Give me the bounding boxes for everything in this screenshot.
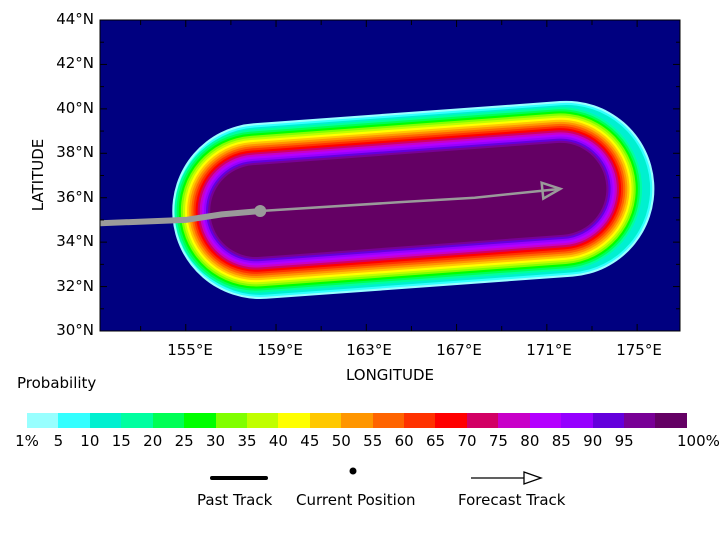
color-scale-segment — [466, 413, 499, 428]
color-scale-segment — [435, 413, 467, 428]
color-scale-segment — [404, 413, 436, 428]
past-track-line — [100, 208, 264, 227]
lat-label-32: 32°N — [56, 277, 94, 295]
scale-label: 10 — [80, 432, 100, 450]
probability-color-scale — [27, 413, 687, 428]
x-axis-title: LONGITUDE — [345, 366, 435, 384]
color-scale-segment — [561, 413, 593, 428]
color-scale-segment — [498, 413, 530, 428]
color-scale-segment — [372, 413, 405, 428]
color-scale-segment — [309, 413, 342, 428]
color-scale-segment — [246, 413, 279, 428]
color-scale-segment — [184, 413, 216, 428]
forecast-track-line — [260, 187, 561, 213]
lat-label-40: 40°N — [56, 99, 94, 117]
current-position-legend-label: Current Position — [296, 491, 416, 509]
current-position-marker — [254, 205, 267, 218]
scale-label: 35 — [237, 432, 257, 450]
storm-tracks — [100, 180, 564, 227]
scale-label: 80 — [520, 432, 540, 450]
scale-label: 90 — [583, 432, 603, 450]
scale-label: 55 — [363, 432, 383, 450]
color-scale-segment — [655, 413, 687, 428]
scale-label: 65 — [426, 432, 446, 450]
color-scale-segment — [89, 413, 122, 428]
color-scale-segment — [278, 413, 310, 428]
color-scale-segment — [529, 413, 562, 428]
probability-map — [99, 19, 681, 332]
color-scale-segment — [27, 413, 59, 428]
scale-label: 40 — [268, 432, 288, 450]
lon-label-175: 175°E — [616, 341, 662, 359]
scale-label: 50 — [331, 432, 351, 450]
scale-label: 85 — [551, 432, 571, 450]
color-scale-segment — [624, 413, 656, 428]
forecast-track-legend-arrow — [523, 471, 543, 485]
color-scale-segment — [215, 413, 247, 428]
lon-label-155: 155°E — [167, 341, 213, 359]
forecast-track-legend-label: Forecast Track — [458, 491, 566, 509]
track-legend-symbols — [210, 467, 543, 485]
lat-label-36: 36°N — [56, 188, 94, 206]
color-scale-segment — [152, 413, 185, 428]
probability-contour — [210, 142, 607, 258]
lat-label-30: 30°N — [56, 321, 94, 339]
scale-label: 15 — [111, 432, 131, 450]
scale-label: 75 — [488, 432, 508, 450]
axis-ticks — [100, 19, 680, 332]
legend-title: Probability — [17, 374, 97, 392]
lat-label-44: 44°N — [56, 10, 94, 28]
color-scale-segment — [58, 413, 90, 428]
scale-label: 95 — [614, 432, 634, 450]
lon-label-163: 163°E — [346, 341, 392, 359]
scale-label: 100% — [677, 432, 720, 450]
lat-label-38: 38°N — [56, 143, 94, 161]
y-axis-title: LATITUDE — [29, 138, 47, 212]
scale-label: 1% — [15, 432, 39, 450]
scale-label: 60 — [394, 432, 414, 450]
scale-label: 70 — [457, 432, 477, 450]
lat-label-42: 42°N — [56, 54, 94, 72]
color-scale-segment — [592, 413, 625, 428]
current-position-legend-dot — [349, 467, 357, 475]
forecast-arrowhead — [540, 180, 564, 201]
lon-label-171: 171°E — [526, 341, 572, 359]
color-scale-segment — [121, 413, 153, 428]
scale-label: 45 — [300, 432, 320, 450]
scale-label: 25 — [174, 432, 194, 450]
probability-contours — [172, 100, 655, 300]
lon-label-167: 167°E — [436, 341, 482, 359]
lon-label-159: 159°E — [257, 341, 303, 359]
scale-label: 5 — [53, 432, 64, 450]
lat-label-34: 34°N — [56, 232, 94, 250]
scale-label: 20 — [143, 432, 163, 450]
scale-label: 30 — [206, 432, 226, 450]
past-track-legend-label: Past Track — [197, 491, 273, 509]
color-scale-segment — [341, 413, 373, 428]
